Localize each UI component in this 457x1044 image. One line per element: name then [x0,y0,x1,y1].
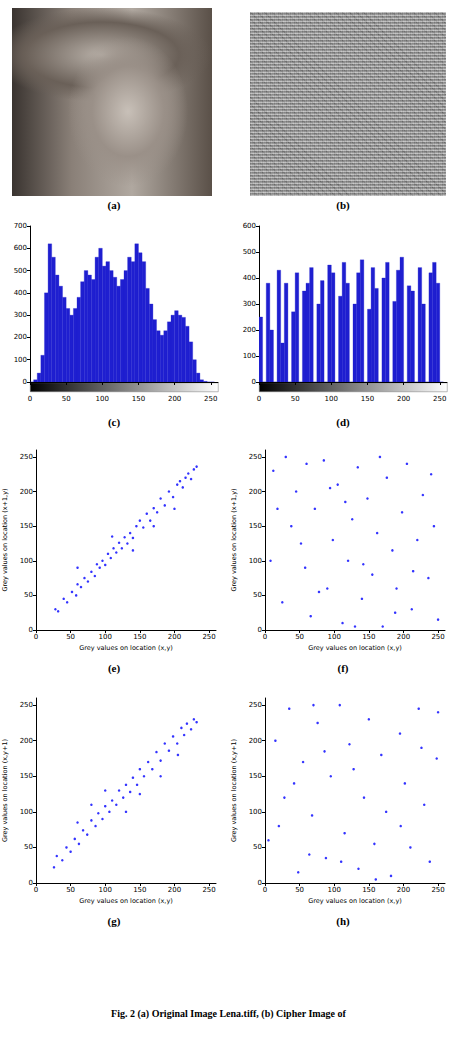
svg-text:250: 250 [433,395,446,403]
svg-text:400: 400 [243,274,256,282]
svg-text:0: 0 [29,879,33,887]
svg-text:200: 200 [168,633,181,641]
svg-text:250: 250 [431,633,444,641]
svg-text:150: 150 [133,886,146,894]
svg-text:Grey values on location (x+1,y: Grey values on location (x+1,y) [230,488,238,591]
svg-text:100: 100 [249,557,262,565]
svg-text:Grey values on location (x+1,y: Grey values on location (x+1,y) [1,488,9,591]
svg-text:100: 100 [20,557,33,565]
svg-text:Grey values on location (x,y): Grey values on location (x,y) [308,644,402,652]
svg-text:50: 50 [24,591,33,599]
svg-text:0: 0 [263,886,267,894]
svg-text:200: 200 [168,886,181,894]
svg-text:250: 250 [249,453,262,461]
svg-text:600: 600 [243,222,256,230]
svg-text:200: 200 [20,737,33,745]
svg-text:200: 200 [249,737,262,745]
svg-text:250: 250 [249,701,262,709]
svg-text:150: 150 [362,633,375,641]
svg-text:200: 200 [397,886,410,894]
svg-text:600: 600 [14,244,27,252]
html-text:Fig. 2 (a) Original Image Lena: Fig. 2 (a) Original Image Lena.tiff, (b)… [111,1008,346,1019]
svg-text:150: 150 [20,522,33,530]
svg-text:200: 200 [168,395,181,403]
svg-text:100: 100 [249,808,262,816]
svg-text:50: 50 [295,886,304,894]
svg-text:Grey values on location (x,y): Grey values on location (x,y) [79,897,173,905]
svg-text:50: 50 [66,633,75,641]
svg-text:250: 250 [202,633,215,641]
svg-text:150: 150 [133,633,146,641]
svg-text:0: 0 [34,633,38,641]
svg-text:100: 100 [328,886,341,894]
svg-text:150: 150 [362,886,375,894]
svg-text:200: 200 [249,488,262,496]
svg-text:0: 0 [34,886,38,894]
svg-text:100: 100 [96,395,109,403]
svg-text:500: 500 [14,267,27,275]
svg-text:200: 200 [243,326,256,334]
svg-text:50: 50 [295,633,304,641]
svg-text:250: 250 [20,701,33,709]
svg-text:250: 250 [202,886,215,894]
svg-text:250: 250 [204,395,217,403]
html-text:(g): (g) [107,915,121,927]
svg-text:0: 0 [257,395,261,403]
html-text:(f): (f) [337,662,349,674]
svg-text:100: 100 [99,633,112,641]
svg-text:0: 0 [29,626,33,634]
svg-text:150: 150 [20,772,33,780]
svg-text:400: 400 [14,289,27,297]
svg-text:0: 0 [258,626,262,634]
svg-text:0: 0 [252,378,256,386]
svg-text:150: 150 [249,772,262,780]
svg-text:200: 200 [397,395,410,403]
svg-text:50: 50 [253,591,262,599]
svg-text:Grey values on location (x,y+1: Grey values on location (x,y+1) [1,739,9,842]
svg-text:100: 100 [99,886,112,894]
svg-text:100: 100 [14,356,27,364]
svg-text:150: 150 [249,522,262,530]
svg-text:200: 200 [20,488,33,496]
svg-text:500: 500 [243,248,256,256]
svg-text:250: 250 [431,886,444,894]
svg-text:0: 0 [263,633,267,641]
svg-text:Grey values on location (x,y+1: Grey values on location (x,y+1) [230,739,238,842]
html-text:(c): (c) [107,416,121,428]
svg-text:200: 200 [14,333,27,341]
svg-text:50: 50 [253,843,262,851]
svg-text:50: 50 [66,886,75,894]
svg-text:100: 100 [243,352,256,360]
svg-text:300: 300 [243,300,256,308]
svg-text:150: 150 [361,395,374,403]
svg-text:250: 250 [20,453,33,461]
svg-text:150: 150 [132,395,145,403]
svg-text:300: 300 [14,311,27,319]
svg-text:Grey values on location (x,y): Grey values on location (x,y) [79,644,173,652]
svg-text:50: 50 [24,843,33,851]
html-text:(d): (d) [336,416,350,428]
html-text:(e): (e) [107,662,121,674]
html-text:(b): (b) [336,199,350,211]
svg-text:100: 100 [20,808,33,816]
svg-text:0: 0 [28,395,32,403]
html-text:(a): (a) [107,199,121,211]
svg-text:100: 100 [328,633,341,641]
svg-text:50: 50 [62,395,71,403]
svg-text:0: 0 [23,378,27,386]
svg-text:700: 700 [14,222,27,230]
svg-text:Grey values on location (x,y): Grey values on location (x,y) [308,897,402,905]
svg-text:0: 0 [258,879,262,887]
html-text:(h): (h) [336,915,350,927]
svg-text:50: 50 [291,395,300,403]
svg-text:200: 200 [397,633,410,641]
svg-text:100: 100 [325,395,338,403]
